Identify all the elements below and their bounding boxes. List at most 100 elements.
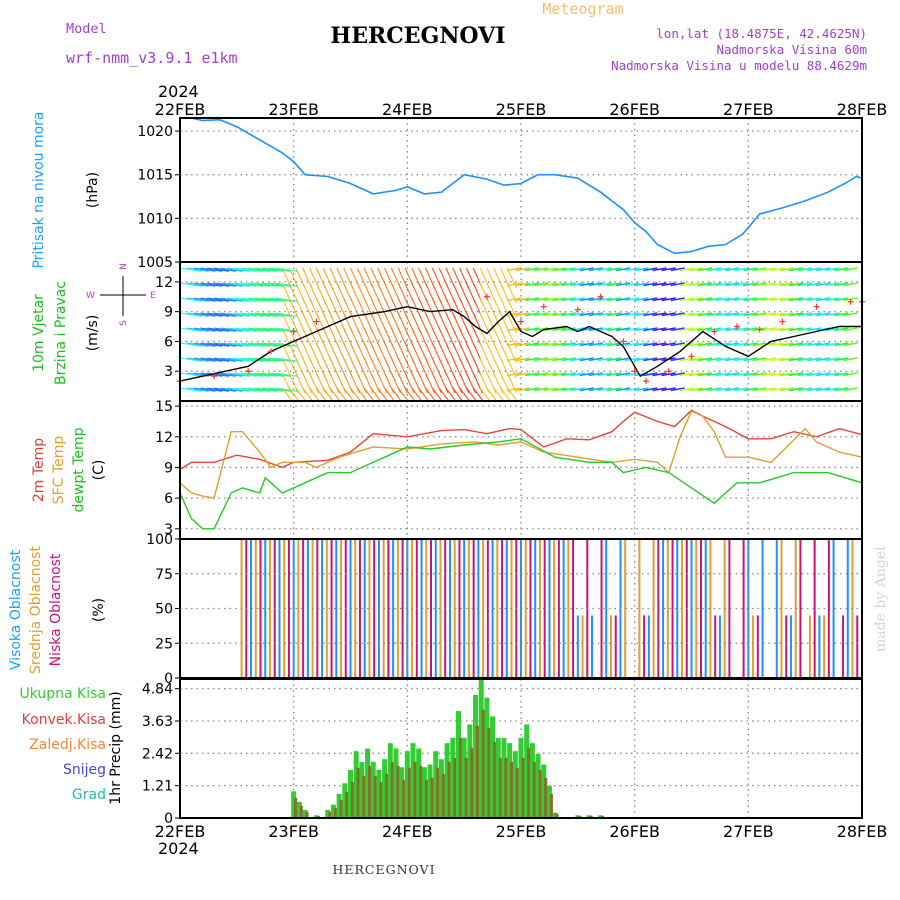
wind-arrow bbox=[825, 297, 840, 302]
wind-arrow bbox=[661, 312, 676, 317]
wind-arrow bbox=[268, 357, 291, 362]
wind-arrow bbox=[816, 342, 831, 347]
wind-arrow bbox=[625, 327, 640, 332]
wind-arrow bbox=[200, 327, 223, 332]
y-tick-label: 9 bbox=[164, 305, 173, 321]
wind-arrow bbox=[579, 282, 594, 287]
wind-arrow bbox=[634, 282, 649, 287]
wind-arrow bbox=[248, 342, 271, 347]
precip-bar-total bbox=[467, 724, 473, 818]
wind-arrow bbox=[200, 267, 223, 272]
y-tick-label: 6 bbox=[164, 334, 173, 350]
wind-arrow bbox=[248, 297, 271, 302]
wind-arrow bbox=[597, 387, 613, 392]
wind-arrow bbox=[788, 357, 804, 362]
wind-arrow bbox=[506, 297, 522, 302]
wind-arrow bbox=[397, 387, 408, 401]
precip-ylabel: 1hr Precip (mm) bbox=[108, 691, 124, 804]
wind-arrow bbox=[227, 297, 250, 302]
precip-bar-total bbox=[541, 764, 547, 818]
wind-arrow bbox=[743, 387, 758, 392]
wind-arrow bbox=[688, 327, 703, 332]
wind-arrow bbox=[220, 387, 243, 392]
date-label-top: 27FEB bbox=[723, 100, 774, 119]
wind-arrow bbox=[234, 267, 257, 272]
wind-arrow bbox=[248, 372, 271, 377]
precip-bar-convective bbox=[544, 777, 548, 818]
wind-arrow bbox=[625, 267, 640, 272]
temperature-frame bbox=[179, 400, 863, 540]
y-tick-label: 1015 bbox=[137, 168, 173, 184]
wind-arrow bbox=[214, 312, 236, 317]
precip-bar-total bbox=[325, 809, 331, 818]
wind-arrow bbox=[543, 387, 558, 392]
y-tick-label: 2.42 bbox=[142, 746, 173, 762]
wind-arrow bbox=[186, 327, 209, 332]
precip-bar-total bbox=[353, 751, 359, 818]
precip-bar-total bbox=[427, 764, 433, 818]
wind-arrow bbox=[438, 387, 449, 401]
precip-bar-convective bbox=[493, 741, 497, 818]
wind-arrow bbox=[561, 357, 576, 362]
wind-arrow bbox=[825, 372, 840, 377]
wind-arrow bbox=[370, 387, 381, 401]
wind-arrow bbox=[220, 327, 243, 332]
wind-arrow bbox=[597, 282, 613, 287]
date-label-bottom: 23FEB bbox=[268, 822, 319, 841]
wind-arrow bbox=[193, 327, 216, 332]
gust-marker bbox=[643, 378, 650, 385]
precip-bar-total bbox=[433, 751, 439, 818]
wind-arrow bbox=[248, 267, 271, 272]
wind-arrow bbox=[552, 312, 567, 317]
wind-arrow bbox=[661, 282, 676, 287]
gust-marker bbox=[620, 338, 627, 345]
temp-ylabel-3: dewpt Temp bbox=[71, 427, 87, 512]
wind-arrow bbox=[227, 282, 250, 287]
wind-arrow bbox=[268, 312, 291, 317]
y-tick-label: 3 bbox=[164, 364, 173, 380]
wind-arrow bbox=[452, 387, 463, 401]
wind-arrow bbox=[227, 387, 250, 392]
wind-arrow bbox=[734, 282, 749, 287]
wind-arrow bbox=[625, 372, 640, 377]
wind-arrow bbox=[825, 327, 840, 332]
wind-arrow bbox=[268, 372, 291, 377]
date-label-top: 26FEB bbox=[609, 100, 660, 119]
gust-marker bbox=[245, 368, 252, 375]
precip-bar-total bbox=[359, 761, 365, 818]
wind-arrow bbox=[356, 387, 367, 401]
wind-arrow bbox=[615, 327, 631, 332]
wind-arrow bbox=[561, 327, 576, 332]
wind-arrow bbox=[248, 387, 271, 392]
precip-bar-total bbox=[444, 743, 450, 818]
wind-arrow bbox=[770, 342, 785, 347]
compass-rose: W E N S bbox=[86, 263, 156, 326]
wind-arrow bbox=[179, 342, 202, 347]
wind-arrow bbox=[214, 282, 236, 287]
cloud-unit: (%) bbox=[91, 598, 107, 622]
wind-arrow bbox=[579, 387, 594, 392]
wind-arrow bbox=[697, 327, 713, 332]
wind-arrow bbox=[515, 297, 531, 302]
wind-arrow bbox=[816, 297, 831, 302]
wind-arrow bbox=[743, 372, 758, 377]
wind-arrow bbox=[688, 342, 703, 347]
wind-arrow bbox=[268, 387, 291, 392]
wind-grid bbox=[180, 262, 862, 401]
wind-arrow bbox=[552, 297, 567, 302]
wind-arrow bbox=[652, 327, 667, 332]
temp-ylabel-2: SFC Temp bbox=[51, 436, 67, 505]
wind-arrow bbox=[534, 357, 549, 362]
wind-arrow bbox=[834, 342, 849, 347]
wind-arrow bbox=[261, 312, 284, 317]
wind-arrow bbox=[797, 357, 813, 362]
pressure-ylabel: Pritisak na nivou mora bbox=[31, 111, 47, 268]
wind-arrow bbox=[816, 282, 831, 287]
wind-arrow bbox=[534, 342, 549, 347]
y-tick-label: 3.63 bbox=[142, 714, 173, 730]
precip-bar-convective bbox=[368, 765, 372, 818]
wind-arrow bbox=[525, 372, 540, 377]
wind-arrow bbox=[652, 297, 667, 302]
wind-arrow bbox=[634, 297, 649, 302]
